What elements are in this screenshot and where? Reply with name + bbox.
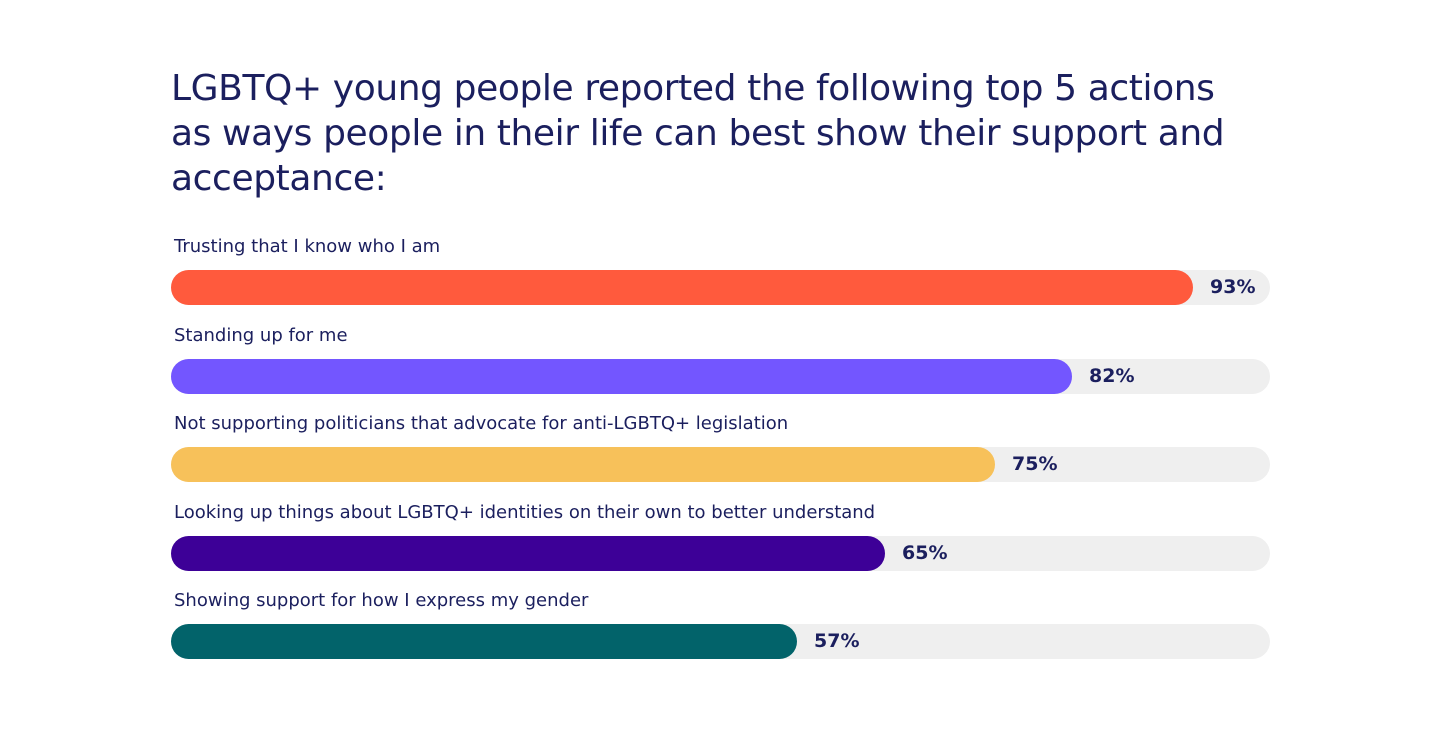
bar-track: 82% (171, 358, 1270, 394)
bar-track: 75% (171, 447, 1270, 482)
bar-track: 93% (171, 270, 1270, 305)
value-label: 93% (1210, 276, 1256, 298)
bar (171, 535, 885, 571)
value-label: 57% (814, 630, 860, 652)
chart-title: LGBTQ+ young people reported the followi… (171, 68, 1225, 199)
category-label: Not supporting politicians that advocate… (174, 413, 789, 434)
bar-track: 65% (171, 535, 1270, 571)
bar (171, 624, 797, 659)
bar-row: Not supporting politicians that advocate… (171, 409, 1270, 498)
value-label: 82% (1089, 364, 1135, 387)
bar (171, 270, 1193, 305)
bar-row: Looking up things about LGBTQ+ identitie… (171, 498, 1270, 587)
category-label: Standing up for me (174, 324, 348, 346)
bar-row: Trusting that I know who I am 93% (171, 232, 1270, 321)
category-label: Showing support for how I express my gen… (174, 590, 589, 611)
bar-row: Showing support for how I express my gen… (171, 586, 1270, 675)
value-label: 75% (1012, 453, 1058, 475)
value-label: 65% (902, 541, 948, 564)
bar (171, 447, 995, 482)
bar (171, 358, 1072, 394)
category-label: Trusting that I know who I am (174, 236, 441, 257)
bar-rows: Trusting that I know who I am 93% Standing… (171, 232, 1270, 675)
bar-row: Standing up for me 82% (171, 321, 1270, 410)
category-label: Looking up things about LGBTQ+ identitie… (174, 501, 876, 523)
bar-track: 57% (171, 624, 1270, 659)
